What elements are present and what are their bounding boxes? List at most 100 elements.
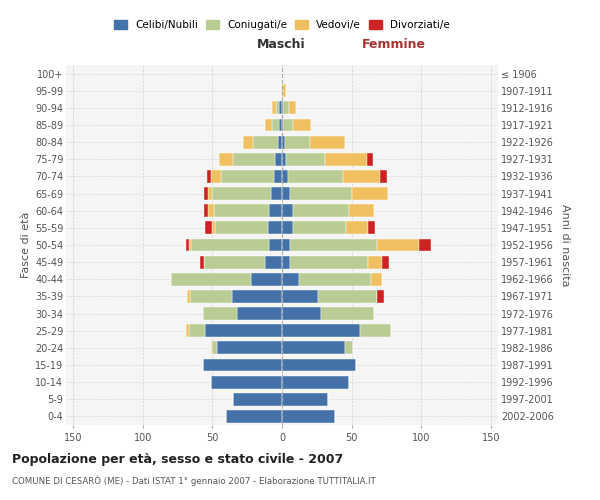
Bar bbox=[278, 136, 282, 148]
Bar bbox=[233, 393, 282, 406]
Bar bbox=[211, 376, 282, 388]
Bar bbox=[190, 290, 232, 303]
Bar bbox=[352, 187, 388, 200]
Bar bbox=[269, 238, 282, 252]
Bar bbox=[283, 102, 289, 114]
Bar bbox=[345, 342, 353, 354]
Bar bbox=[282, 238, 290, 252]
Bar bbox=[282, 358, 356, 372]
Bar bbox=[211, 342, 212, 354]
Bar bbox=[275, 153, 282, 166]
Bar bbox=[200, 256, 204, 268]
Bar bbox=[282, 102, 283, 114]
Text: COMUNE DI CESARÒ (ME) - Dati ISTAT 1° gennaio 2007 - Elaborazione TUTTITALIA.IT: COMUNE DI CESARÒ (ME) - Dati ISTAT 1° ge… bbox=[12, 476, 376, 486]
Legend: Celibi/Nubili, Coniugati/e, Vedovi/e, Divorziati/e: Celibi/Nubili, Coniugati/e, Vedovi/e, Di… bbox=[114, 20, 450, 30]
Bar bbox=[238, 307, 282, 320]
Bar bbox=[282, 393, 328, 406]
Bar bbox=[293, 118, 311, 132]
Bar bbox=[205, 222, 212, 234]
Bar bbox=[211, 170, 221, 183]
Bar bbox=[282, 136, 285, 148]
Bar bbox=[221, 170, 274, 183]
Bar bbox=[188, 324, 205, 337]
Bar bbox=[226, 410, 282, 423]
Bar bbox=[268, 222, 282, 234]
Bar bbox=[282, 222, 293, 234]
Y-axis label: Anni di nascita: Anni di nascita bbox=[560, 204, 571, 286]
Bar bbox=[186, 238, 188, 252]
Bar bbox=[277, 102, 279, 114]
Bar bbox=[253, 136, 278, 148]
Bar bbox=[271, 187, 282, 200]
Bar bbox=[269, 204, 282, 217]
Bar bbox=[377, 238, 419, 252]
Bar bbox=[290, 256, 368, 268]
Bar bbox=[205, 324, 282, 337]
Bar bbox=[282, 84, 283, 97]
Bar bbox=[282, 170, 287, 183]
Bar bbox=[282, 376, 349, 388]
Bar bbox=[217, 342, 282, 354]
Bar bbox=[289, 102, 296, 114]
Bar bbox=[282, 290, 318, 303]
Bar bbox=[186, 324, 188, 337]
Bar bbox=[299, 273, 371, 285]
Bar bbox=[233, 153, 275, 166]
Text: Maschi: Maschi bbox=[257, 38, 305, 51]
Bar bbox=[282, 204, 293, 217]
Bar bbox=[188, 238, 191, 252]
Bar bbox=[286, 153, 325, 166]
Bar bbox=[170, 273, 251, 285]
Bar bbox=[287, 170, 343, 183]
Bar bbox=[279, 118, 282, 132]
Bar bbox=[204, 204, 208, 217]
Bar bbox=[343, 170, 380, 183]
Bar bbox=[203, 358, 282, 372]
Bar bbox=[207, 170, 211, 183]
Bar bbox=[187, 290, 190, 303]
Bar bbox=[293, 204, 349, 217]
Text: Femmine: Femmine bbox=[362, 38, 427, 51]
Bar bbox=[279, 102, 282, 114]
Bar bbox=[283, 118, 293, 132]
Bar bbox=[325, 153, 367, 166]
Bar bbox=[282, 153, 286, 166]
Bar bbox=[377, 290, 384, 303]
Bar bbox=[272, 102, 277, 114]
Bar bbox=[283, 84, 286, 97]
Bar bbox=[212, 342, 217, 354]
Bar bbox=[419, 238, 431, 252]
Bar bbox=[349, 204, 374, 217]
Bar bbox=[282, 256, 290, 268]
Bar bbox=[382, 256, 389, 268]
Bar bbox=[318, 290, 377, 303]
Bar bbox=[243, 136, 253, 148]
Bar bbox=[208, 187, 212, 200]
Bar bbox=[204, 256, 265, 268]
Bar bbox=[282, 118, 283, 132]
Bar bbox=[367, 153, 373, 166]
Bar bbox=[282, 342, 345, 354]
Bar bbox=[282, 273, 299, 285]
Bar bbox=[265, 118, 272, 132]
Bar bbox=[310, 136, 345, 148]
Bar bbox=[214, 204, 269, 217]
Bar bbox=[368, 256, 382, 268]
Bar bbox=[321, 307, 374, 320]
Bar bbox=[232, 290, 282, 303]
Bar bbox=[371, 273, 382, 285]
Bar bbox=[274, 170, 282, 183]
Bar bbox=[293, 222, 346, 234]
Bar bbox=[282, 410, 335, 423]
Bar bbox=[285, 136, 310, 148]
Bar bbox=[215, 222, 268, 234]
Bar bbox=[346, 222, 368, 234]
Bar bbox=[219, 153, 233, 166]
Bar bbox=[265, 256, 282, 268]
Text: Popolazione per età, sesso e stato civile - 2007: Popolazione per età, sesso e stato civil… bbox=[12, 452, 343, 466]
Bar bbox=[251, 273, 282, 285]
Y-axis label: Fasce di età: Fasce di età bbox=[20, 212, 31, 278]
Bar bbox=[290, 238, 377, 252]
Bar bbox=[204, 187, 208, 200]
Bar bbox=[203, 307, 238, 320]
